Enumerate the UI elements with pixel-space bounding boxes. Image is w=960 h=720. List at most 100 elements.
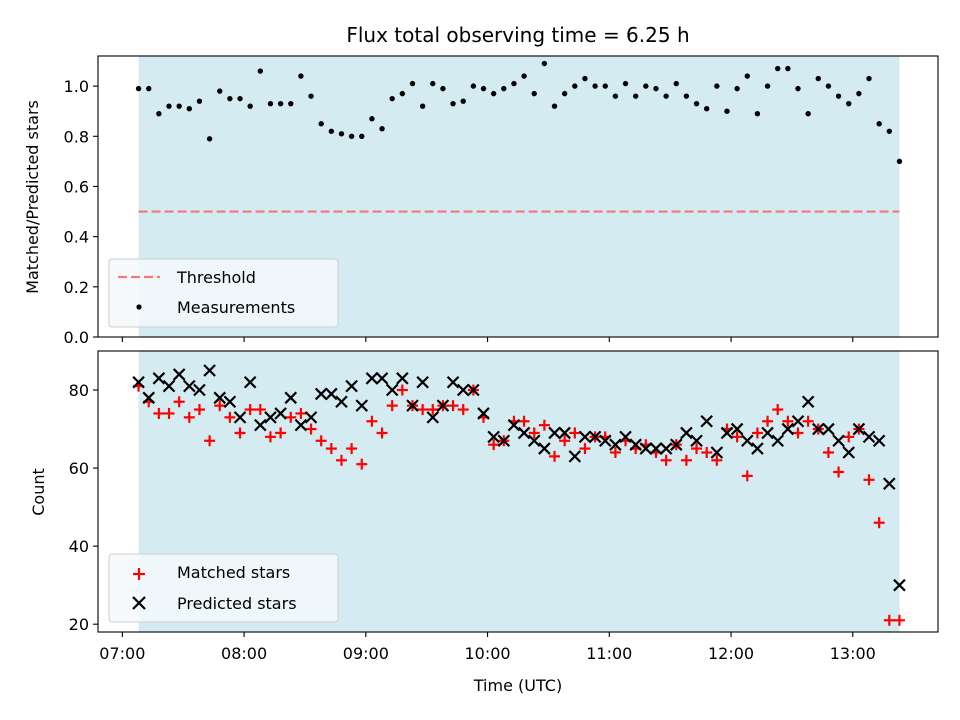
predicted-star-point bbox=[467, 383, 480, 397]
measurement-point bbox=[511, 80, 517, 87]
y-tick-label: 80 bbox=[69, 381, 89, 400]
predicted-star-point bbox=[801, 395, 815, 409]
predicted-star-point bbox=[872, 434, 886, 448]
legend-measurements-label: Measurements bbox=[177, 298, 295, 317]
predicted-star-point bbox=[162, 379, 176, 393]
measurement-point bbox=[480, 85, 487, 92]
matched-star-point bbox=[346, 443, 358, 455]
predicted-star-point bbox=[406, 399, 419, 412]
matched-star-point bbox=[609, 446, 621, 458]
matched-star-point bbox=[214, 400, 226, 412]
predicted-star-point bbox=[598, 434, 612, 448]
top-y-axis-label: Matched/Predicted stars bbox=[23, 100, 42, 294]
predicted-star-point bbox=[690, 434, 703, 448]
measurement-point bbox=[764, 83, 771, 89]
bottom-y-axis-label: Count bbox=[29, 468, 48, 516]
x-tick-label: 12:00 bbox=[708, 644, 754, 663]
measurement-point bbox=[490, 90, 497, 97]
top-legend: Threshold Measurements bbox=[108, 258, 339, 328]
matched-star-point bbox=[863, 474, 875, 486]
matched-star-point bbox=[447, 400, 459, 412]
predicted-star-point bbox=[893, 578, 906, 592]
y-tick-label: 1.0 bbox=[64, 77, 89, 96]
measurement-point bbox=[257, 68, 264, 74]
predicted-star-point bbox=[791, 414, 805, 428]
predicted-star-point bbox=[649, 442, 663, 455]
matched-star-point bbox=[224, 411, 236, 423]
measurement-point bbox=[825, 83, 832, 89]
matched-star-point bbox=[762, 415, 774, 427]
measurement-point bbox=[531, 90, 537, 97]
measurement-point bbox=[683, 93, 690, 99]
measurement-point bbox=[663, 93, 669, 99]
predicted-star-point bbox=[223, 395, 237, 409]
y-tick-label: 0.6 bbox=[64, 177, 89, 196]
matched-star-point bbox=[325, 443, 337, 455]
measurement-point bbox=[835, 93, 842, 99]
top-legend-box bbox=[108, 258, 339, 328]
y-tick-label: 0.8 bbox=[64, 127, 89, 146]
predicted-star-point bbox=[588, 430, 602, 444]
matched-star-point bbox=[843, 431, 855, 443]
matched-star-point bbox=[741, 470, 753, 482]
measurement-point bbox=[348, 133, 355, 139]
predicted-star-point bbox=[335, 395, 348, 409]
measurement-point bbox=[886, 128, 893, 134]
matched-star-point bbox=[396, 384, 408, 396]
y-tick-label: 0.4 bbox=[64, 228, 89, 247]
matched-star-point bbox=[731, 431, 743, 443]
matched-star-point bbox=[193, 404, 205, 416]
matched-star-point bbox=[802, 415, 814, 427]
predicted-star-point bbox=[294, 418, 308, 432]
matched-star-point bbox=[660, 454, 672, 466]
bottom-y-ticks: 20 40 60 80 bbox=[69, 381, 98, 634]
measurement-point bbox=[754, 111, 761, 117]
predicted-star-point bbox=[274, 407, 287, 420]
measurement-point bbox=[521, 73, 527, 79]
measurement-point bbox=[217, 88, 223, 94]
measurement-point bbox=[876, 121, 882, 127]
predicted-star-point bbox=[436, 399, 450, 412]
measurement-point bbox=[379, 126, 385, 132]
predicted-star-point bbox=[487, 430, 500, 444]
predicted-star-point bbox=[497, 434, 511, 448]
matched-star-point bbox=[559, 435, 571, 447]
predicted-star-point bbox=[193, 383, 206, 397]
matched-star-point bbox=[822, 446, 834, 458]
predicted-star-point bbox=[477, 407, 490, 420]
predicted-star-point bbox=[842, 446, 856, 459]
measurement-point bbox=[399, 90, 406, 97]
measurement-point bbox=[582, 75, 588, 82]
matched-star-point bbox=[691, 443, 703, 455]
matched-star-point bbox=[488, 439, 500, 451]
predicted-star-point bbox=[680, 426, 693, 440]
predicted-star-point bbox=[669, 438, 683, 451]
matched-star-point bbox=[335, 454, 347, 466]
predicted-star-point bbox=[213, 391, 227, 405]
measurement-point bbox=[267, 100, 274, 107]
measurement-point bbox=[440, 85, 446, 92]
measurement-point bbox=[896, 158, 903, 165]
predicted-star-point bbox=[730, 422, 744, 436]
matched-star-point bbox=[163, 407, 175, 419]
predicted-star-point bbox=[629, 438, 642, 451]
top-y-ticks: 0.0 0.2 0.4 0.6 0.8 1.0 bbox=[64, 77, 98, 347]
measurement-point bbox=[409, 80, 416, 87]
measurement-point bbox=[206, 136, 213, 142]
predicted-star-point bbox=[396, 372, 409, 385]
predicted-star-point bbox=[740, 434, 754, 448]
top-plot-frame bbox=[97, 55, 939, 338]
bottom-x-ticks: 07:00 08:00 09:00 10:00 11:00 12:00 13:00 bbox=[99, 632, 876, 663]
measurement-point bbox=[856, 90, 862, 97]
matched-star-point bbox=[356, 458, 368, 470]
predicted-star-point bbox=[385, 383, 399, 397]
predicted-star-point bbox=[254, 418, 267, 432]
predicted-star-point bbox=[355, 399, 369, 412]
measurements-points bbox=[135, 60, 903, 165]
predicted-star-point bbox=[558, 426, 571, 440]
matched-star-point bbox=[528, 427, 540, 439]
predicted-star-point bbox=[264, 411, 277, 424]
predicted-star-point bbox=[578, 430, 592, 444]
matched-star-point bbox=[153, 407, 165, 419]
measurement-point bbox=[419, 103, 426, 109]
